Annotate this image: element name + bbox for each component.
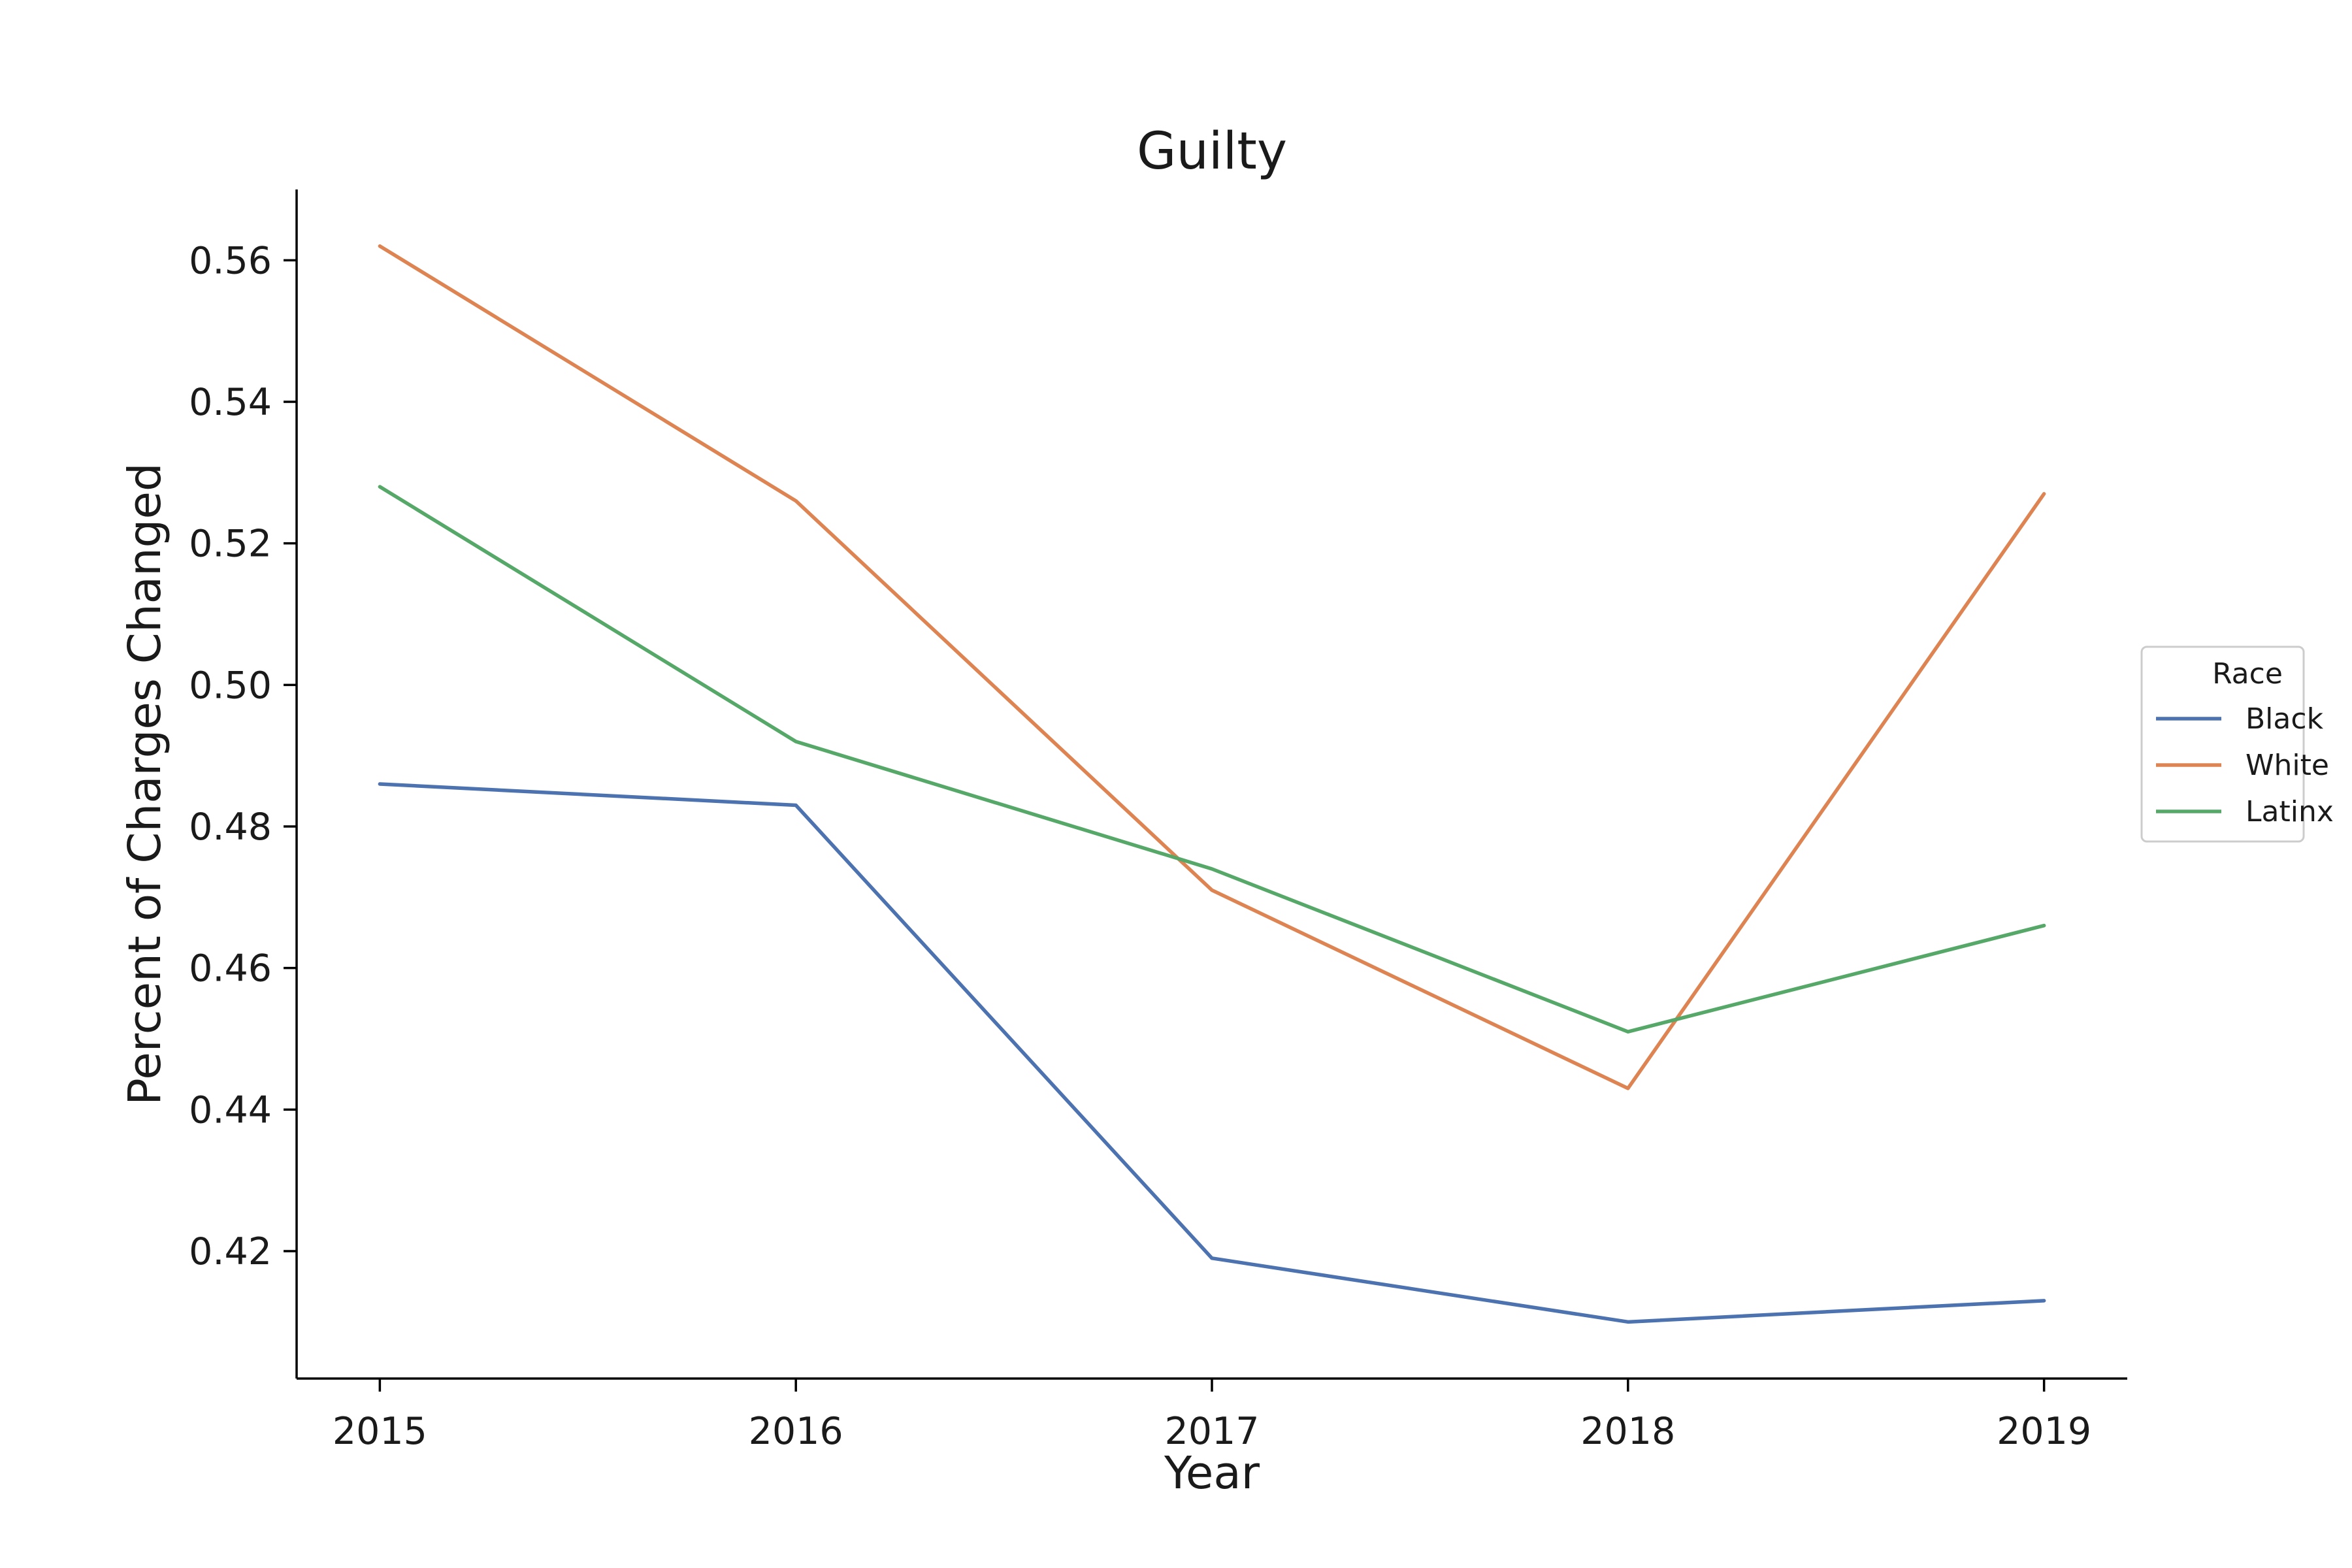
x-tick-label: 2019 xyxy=(1997,1410,2091,1453)
y-tick-label: 0.52 xyxy=(189,523,272,566)
y-tick-label: 0.48 xyxy=(189,806,272,849)
x-tick-label: 2017 xyxy=(1164,1410,1259,1453)
series-line-black xyxy=(378,782,2046,1324)
legend-label-white: White xyxy=(2246,749,2329,782)
y-tick-label: 0.50 xyxy=(189,664,272,707)
y-tick-label: 0.56 xyxy=(189,239,272,282)
legend-label-black: Black xyxy=(2246,702,2324,736)
y-axis-title: Percent of Charges Changed xyxy=(119,463,171,1105)
y-axis: 0.42 0.44 0.46 0.48 0.50 0.52 0.54 0.56 xyxy=(189,189,298,1379)
series-line-white xyxy=(378,244,2046,1090)
legend-frame xyxy=(2140,645,2305,843)
y-tick-label: 0.44 xyxy=(189,1088,272,1132)
x-tick-label: 2016 xyxy=(749,1410,843,1453)
y-tick-label: 0.42 xyxy=(189,1230,272,1273)
legend: Race Black White Latinx xyxy=(2140,645,2334,843)
chart-title: Guilty xyxy=(1137,122,1287,181)
x-axis: 2015 2016 2017 2018 2019 xyxy=(297,1377,2127,1453)
y-tick-label: 0.46 xyxy=(189,947,272,990)
y-tick-label: 0.54 xyxy=(189,381,272,424)
x-tick-label: 2015 xyxy=(333,1410,427,1453)
legend-label-latinx: Latinx xyxy=(2246,795,2334,828)
legend-items: Black White Latinx xyxy=(2156,702,2334,828)
series-line-latinx xyxy=(378,485,2046,1034)
x-tick-label: 2018 xyxy=(1580,1410,1675,1453)
plot-series xyxy=(378,244,2046,1324)
x-axis-title: Year xyxy=(1164,1447,1260,1499)
legend-title: Race xyxy=(2212,657,2283,691)
